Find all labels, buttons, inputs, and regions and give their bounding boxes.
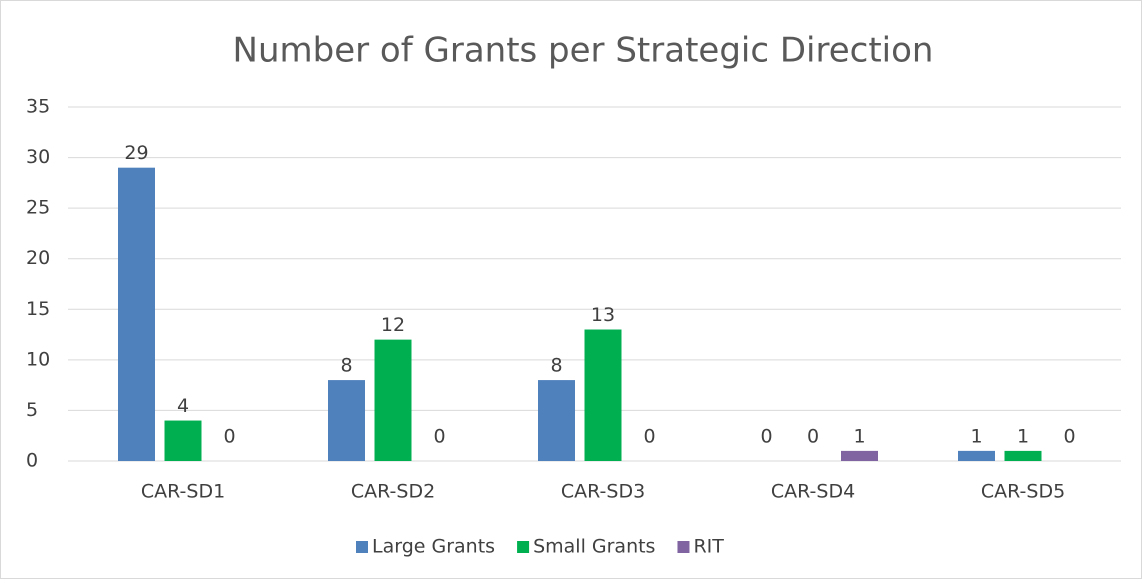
- legend-swatch: [517, 541, 530, 553]
- y-tick-label: 25: [26, 197, 50, 219]
- bar: [538, 380, 575, 461]
- y-tick-label: 30: [26, 146, 50, 168]
- y-tick-label: 0: [26, 450, 38, 472]
- bar: [164, 420, 202, 461]
- value-label: 8: [340, 355, 352, 377]
- chart-title: Number of Grants per Strategic Direction: [233, 31, 934, 71]
- legend-swatch: [356, 541, 368, 553]
- legend-label: Small Grants: [533, 536, 655, 558]
- value-label: 13: [591, 304, 615, 326]
- value-label: 0: [807, 426, 819, 448]
- y-tick-label: 35: [26, 96, 50, 118]
- bar: [374, 339, 412, 461]
- y-tick-label: 15: [26, 298, 50, 320]
- value-label: 1: [1017, 426, 1029, 448]
- bar: [958, 450, 995, 461]
- x-tick-label: CAR-SD4: [771, 481, 855, 503]
- value-label: 0: [760, 426, 772, 448]
- value-label: 4: [177, 395, 189, 417]
- legend-label: RIT: [693, 536, 724, 558]
- legend-label: Large Grants: [372, 536, 495, 558]
- y-tick-label: 20: [26, 247, 50, 269]
- value-label: 1: [853, 426, 865, 448]
- x-tick-label: CAR-SD2: [351, 481, 435, 503]
- bar: [1004, 450, 1042, 461]
- value-label: 12: [381, 314, 405, 336]
- legend-swatch: [677, 541, 690, 553]
- bar: [841, 450, 878, 461]
- value-label: 0: [643, 426, 655, 448]
- value-label: 0: [223, 426, 235, 448]
- y-tick-label: 5: [26, 399, 38, 421]
- x-tick-label: CAR-SD5: [981, 481, 1065, 503]
- x-tick-label: CAR-SD1: [141, 481, 225, 503]
- value-label: 0: [1063, 426, 1075, 448]
- y-tick-label: 10: [26, 348, 50, 370]
- value-label: 0: [433, 426, 445, 448]
- bar: [584, 329, 622, 461]
- value-label: 1: [970, 426, 982, 448]
- x-tick-label: CAR-SD3: [561, 481, 645, 503]
- bar: [118, 167, 155, 461]
- value-label: 29: [124, 142, 148, 164]
- bar: [328, 380, 365, 461]
- value-label: 8: [550, 355, 562, 377]
